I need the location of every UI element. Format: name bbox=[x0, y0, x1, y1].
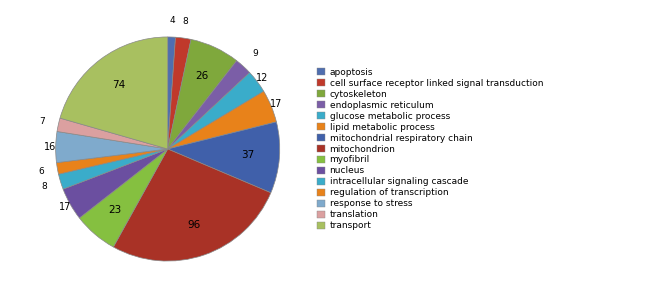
Wedge shape bbox=[57, 149, 168, 174]
Wedge shape bbox=[63, 149, 168, 218]
Text: 9: 9 bbox=[252, 49, 257, 58]
Wedge shape bbox=[79, 149, 168, 247]
Wedge shape bbox=[59, 149, 168, 189]
Text: 17: 17 bbox=[59, 202, 72, 212]
Text: 6: 6 bbox=[38, 167, 44, 176]
Text: 37: 37 bbox=[241, 150, 255, 160]
Wedge shape bbox=[168, 91, 277, 149]
Wedge shape bbox=[55, 131, 168, 163]
Wedge shape bbox=[114, 149, 271, 261]
Text: 8: 8 bbox=[183, 17, 188, 26]
Text: 4: 4 bbox=[170, 16, 175, 25]
Text: 12: 12 bbox=[255, 73, 268, 83]
Legend: apoptosis, cell surface receptor linked signal transduction, cytoskeleton, endop: apoptosis, cell surface receptor linked … bbox=[315, 66, 545, 232]
Wedge shape bbox=[168, 37, 191, 149]
Text: 96: 96 bbox=[187, 220, 201, 230]
Wedge shape bbox=[57, 118, 168, 149]
Text: 23: 23 bbox=[108, 205, 122, 215]
Wedge shape bbox=[168, 73, 264, 149]
Text: 16: 16 bbox=[44, 142, 56, 152]
Text: 8: 8 bbox=[41, 182, 47, 191]
Wedge shape bbox=[60, 37, 168, 149]
Text: 26: 26 bbox=[195, 71, 208, 81]
Wedge shape bbox=[168, 122, 280, 193]
Wedge shape bbox=[168, 39, 237, 149]
Wedge shape bbox=[168, 61, 250, 149]
Text: 7: 7 bbox=[39, 117, 45, 126]
Text: 17: 17 bbox=[270, 99, 283, 109]
Wedge shape bbox=[168, 37, 175, 149]
Text: 74: 74 bbox=[112, 80, 126, 90]
